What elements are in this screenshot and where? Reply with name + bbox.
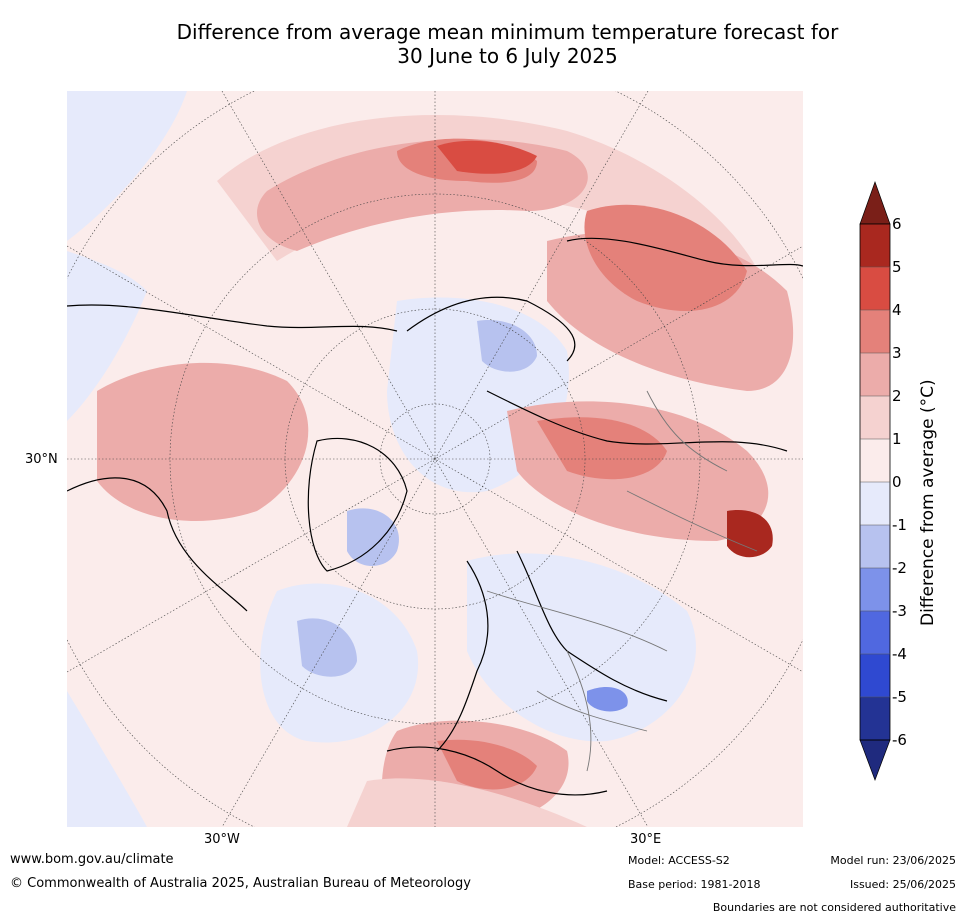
cb-bin-0-m1 xyxy=(860,482,890,525)
warm-region-siberia-core xyxy=(584,204,747,311)
warm-region-north-america xyxy=(97,362,309,521)
borders xyxy=(486,390,758,772)
warm-region-central-asia-core xyxy=(537,417,667,480)
colorbar-top-arrow xyxy=(859,180,891,225)
footer-copyright: © Commonwealth of Australia 2025, Austra… xyxy=(10,876,471,891)
footer-model: Model: ACCESS-S2 xyxy=(628,854,730,867)
cb-tick-m1: -1 xyxy=(892,516,907,534)
cool-region-black-sea xyxy=(587,686,628,712)
cool-region-west xyxy=(67,251,147,421)
cb-tick-5: 5 xyxy=(892,258,902,276)
warm-region-north-africa xyxy=(347,778,587,827)
footer-issued: Issued: 25/06/2025 xyxy=(849,878,956,891)
cool-region-south-west xyxy=(67,691,147,827)
colorbar-svg xyxy=(859,180,891,781)
cb-tick-6: 6 xyxy=(892,215,902,233)
lat-label-30n: 30°N xyxy=(25,452,58,467)
title-line-1: Difference from average mean minimum tem… xyxy=(176,20,839,44)
cb-tick-3: 3 xyxy=(892,344,902,362)
cb-tick-2: 2 xyxy=(892,387,902,405)
cb-bin-4-3 xyxy=(860,310,890,353)
cool-region-arctic-core xyxy=(477,320,537,372)
cb-bin-5-4 xyxy=(860,267,890,310)
graticule xyxy=(67,91,803,827)
map-title: Difference from average mean minimum tem… xyxy=(0,20,965,68)
cb-bin-2-1 xyxy=(860,396,890,439)
lon-label-30w: 30°W xyxy=(204,832,240,847)
cb-bin-m4-m5 xyxy=(860,654,890,697)
cb-bin-1-0 xyxy=(860,439,890,482)
cb-tick-4: 4 xyxy=(892,301,902,319)
cb-tick-m5: -5 xyxy=(892,688,907,706)
warm-region-mongolia xyxy=(727,510,773,558)
anomaly-map xyxy=(67,91,803,827)
colorbar: 6 5 4 3 2 1 0 -1 -2 -3 -4 -5 -6 xyxy=(855,180,965,785)
colorbar-bottom-arrow xyxy=(859,739,891,781)
cb-bin-m5-m6 xyxy=(860,697,890,740)
cool-region-atlantic-core xyxy=(297,618,357,677)
footer-disclaimer: Boundaries are not considered authoritat… xyxy=(712,901,956,914)
cb-bin-6-5 xyxy=(860,224,890,267)
cb-tick-m4: -4 xyxy=(892,645,907,663)
cb-tick-m6: -6 xyxy=(892,731,907,749)
cb-tick-0: 0 xyxy=(892,473,902,491)
cool-region-west-pacific xyxy=(67,91,187,241)
title-line-2: 30 June to 6 July 2025 xyxy=(397,44,618,68)
lon-label-30e: 30°E xyxy=(630,832,662,847)
cool-region-europe xyxy=(467,553,696,742)
cb-tick-m2: -2 xyxy=(892,559,907,577)
map-svg xyxy=(67,91,803,827)
colorbar-label: Difference from average (°C) xyxy=(918,379,938,626)
cool-region-greenland xyxy=(347,508,399,566)
cb-tick-m3: -3 xyxy=(892,602,907,620)
cb-bin-3-2 xyxy=(860,353,890,396)
warm-region-pacific-peak xyxy=(437,140,537,174)
footer-model-run: Model run: 23/06/2025 xyxy=(830,854,956,867)
cb-bin-m3-m4 xyxy=(860,611,890,654)
coastlines xyxy=(67,237,803,796)
cb-bin-m2-m3 xyxy=(860,568,890,611)
cb-bin-m1-m2 xyxy=(860,525,890,568)
footer-base-period: Base period: 1981-2018 xyxy=(628,878,761,891)
footer-url[interactable]: www.bom.gov.au/climate xyxy=(10,852,174,867)
cb-tick-1: 1 xyxy=(892,430,902,448)
